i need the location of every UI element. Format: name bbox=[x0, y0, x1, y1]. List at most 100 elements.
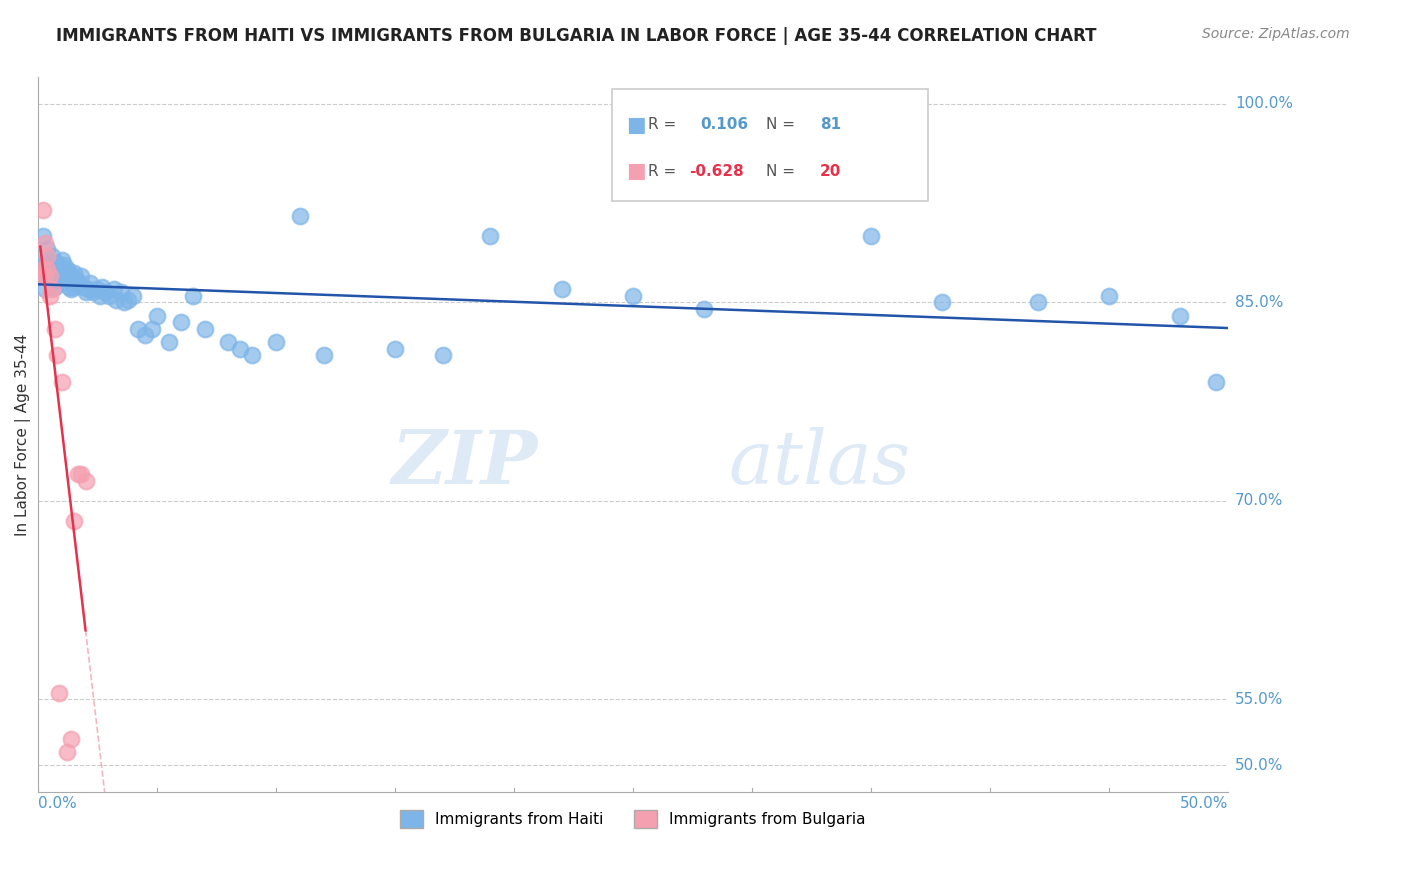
Point bbox=[38, 262, 60, 277]
Text: 81: 81 bbox=[820, 118, 841, 132]
Point bbox=[34, 255, 56, 269]
Text: 85.0%: 85.0% bbox=[1236, 295, 1284, 310]
Point bbox=[141, 322, 163, 336]
Point bbox=[62, 514, 84, 528]
Point bbox=[34, 235, 56, 250]
Point bbox=[931, 295, 953, 310]
Point bbox=[89, 289, 111, 303]
Point bbox=[65, 271, 87, 285]
Text: R =: R = bbox=[648, 164, 676, 178]
Text: N =: N = bbox=[766, 118, 796, 132]
Point bbox=[58, 279, 80, 293]
Point bbox=[48, 271, 70, 285]
Point bbox=[44, 279, 66, 293]
Point bbox=[75, 474, 97, 488]
Point bbox=[55, 262, 77, 277]
Point bbox=[44, 322, 66, 336]
Point bbox=[41, 268, 63, 283]
Text: 20: 20 bbox=[820, 164, 841, 178]
Y-axis label: In Labor Force | Age 35-44: In Labor Force | Age 35-44 bbox=[15, 334, 31, 536]
Text: 50.0%: 50.0% bbox=[1236, 758, 1284, 773]
Point bbox=[1205, 375, 1227, 389]
Point bbox=[122, 289, 145, 303]
Point bbox=[69, 467, 91, 482]
Point bbox=[30, 268, 52, 283]
Text: ■: ■ bbox=[626, 161, 645, 181]
Point bbox=[181, 289, 204, 303]
Point bbox=[105, 293, 128, 307]
Legend: Immigrants from Haiti, Immigrants from Bulgaria: Immigrants from Haiti, Immigrants from B… bbox=[394, 804, 872, 834]
Point bbox=[170, 315, 193, 329]
Text: ZIP: ZIP bbox=[391, 427, 537, 500]
Text: 50.0%: 50.0% bbox=[1180, 796, 1227, 811]
Point bbox=[60, 732, 83, 747]
Point bbox=[51, 262, 73, 277]
Point bbox=[134, 328, 156, 343]
Point bbox=[44, 271, 66, 285]
Text: IMMIGRANTS FROM HAITI VS IMMIGRANTS FROM BULGARIA IN LABOR FORCE | AGE 35-44 COR: IMMIGRANTS FROM HAITI VS IMMIGRANTS FROM… bbox=[56, 27, 1097, 45]
Point bbox=[288, 210, 311, 224]
Point bbox=[48, 260, 70, 275]
Point bbox=[98, 289, 121, 303]
Point bbox=[62, 279, 84, 293]
Point bbox=[240, 348, 263, 362]
Point bbox=[46, 266, 69, 280]
Point bbox=[62, 266, 84, 280]
Text: N =: N = bbox=[766, 164, 796, 178]
Text: 55.0%: 55.0% bbox=[1236, 692, 1284, 706]
Point bbox=[72, 279, 94, 293]
Point bbox=[60, 268, 83, 283]
Point bbox=[41, 249, 63, 263]
Text: 100.0%: 100.0% bbox=[1236, 96, 1294, 112]
Point bbox=[1026, 295, 1049, 310]
Text: Source: ZipAtlas.com: Source: ZipAtlas.com bbox=[1202, 27, 1350, 41]
Point bbox=[34, 282, 56, 296]
Point bbox=[77, 282, 100, 296]
Point bbox=[110, 285, 132, 299]
Point bbox=[217, 334, 239, 349]
Point bbox=[38, 268, 60, 283]
Point bbox=[53, 258, 76, 272]
Text: atlas: atlas bbox=[728, 427, 910, 500]
Text: -0.628: -0.628 bbox=[689, 164, 744, 178]
Point bbox=[127, 322, 149, 336]
Point bbox=[55, 271, 77, 285]
Point bbox=[31, 262, 53, 277]
Point bbox=[432, 348, 454, 362]
Point bbox=[48, 686, 70, 700]
Point bbox=[41, 276, 63, 290]
Point bbox=[479, 229, 502, 244]
Point bbox=[44, 262, 66, 277]
Point bbox=[37, 262, 59, 277]
Point bbox=[112, 295, 135, 310]
Point bbox=[30, 255, 52, 269]
Point bbox=[34, 268, 56, 283]
Text: ■: ■ bbox=[626, 115, 645, 135]
Point bbox=[859, 229, 882, 244]
Point bbox=[31, 268, 53, 283]
Point bbox=[37, 243, 59, 257]
Point bbox=[46, 348, 69, 362]
Point bbox=[1098, 289, 1121, 303]
Point bbox=[51, 375, 73, 389]
Text: 0.0%: 0.0% bbox=[38, 796, 77, 811]
Point bbox=[82, 285, 104, 299]
Text: R =: R = bbox=[648, 118, 676, 132]
Point bbox=[79, 276, 101, 290]
Point bbox=[93, 285, 115, 299]
Point bbox=[51, 271, 73, 285]
Point bbox=[46, 255, 69, 269]
Point bbox=[621, 289, 644, 303]
Point bbox=[86, 282, 108, 296]
Point bbox=[53, 268, 76, 283]
Point bbox=[157, 334, 180, 349]
Point bbox=[41, 282, 63, 296]
Text: 70.0%: 70.0% bbox=[1236, 493, 1284, 508]
Text: 0.106: 0.106 bbox=[700, 118, 748, 132]
Point bbox=[693, 301, 716, 316]
Point bbox=[37, 268, 59, 283]
Point bbox=[41, 258, 63, 272]
Point bbox=[75, 285, 97, 299]
Point bbox=[193, 322, 215, 336]
Point bbox=[312, 348, 335, 362]
